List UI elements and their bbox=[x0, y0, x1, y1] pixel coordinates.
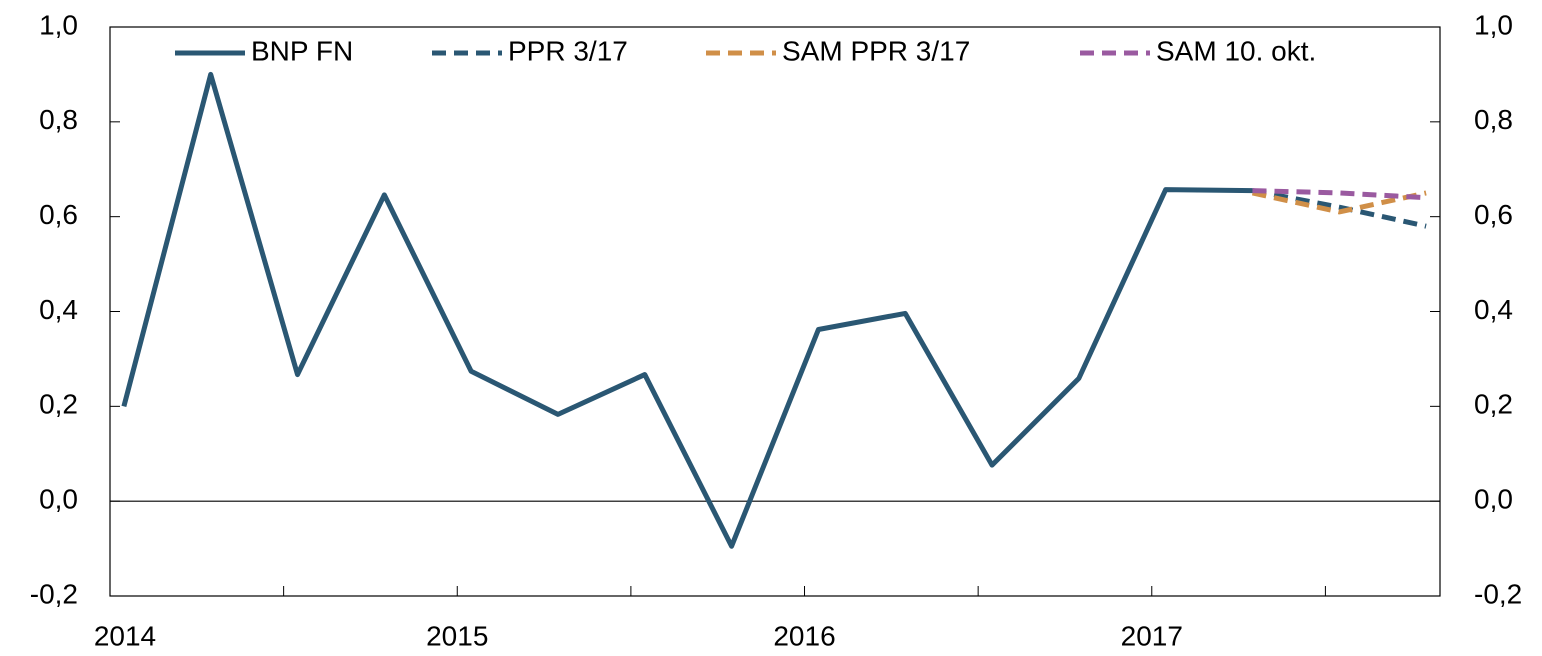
series-line bbox=[121, 71, 1253, 549]
x-tick-label: 2014 bbox=[94, 620, 156, 651]
y2-tick-label: 0,2 bbox=[1474, 389, 1513, 420]
y2-tick-label: 0,0 bbox=[1474, 484, 1513, 515]
series-line bbox=[1252, 188, 1427, 229]
x-tick-label: 2015 bbox=[426, 620, 488, 651]
legend-label: SAM 10. okt. bbox=[1156, 35, 1316, 66]
y-tick-label: 0,2 bbox=[39, 389, 78, 420]
y-tick-label: 0,8 bbox=[39, 104, 78, 135]
y2-tick-label: 1,0 bbox=[1474, 9, 1513, 40]
y2-tick-label: 0,8 bbox=[1474, 104, 1513, 135]
plot-frame bbox=[109, 26, 1441, 597]
y2-tick-label: 0,6 bbox=[1474, 199, 1513, 230]
series-line bbox=[1251, 190, 1427, 215]
legend-label: SAM PPR 3/17 bbox=[782, 35, 970, 66]
y-tick-label: 1,0 bbox=[39, 9, 78, 40]
x-tick-label: 2017 bbox=[1121, 620, 1183, 651]
y-tick-label: 0,4 bbox=[39, 294, 78, 325]
y-tick-label: -0,2 bbox=[30, 578, 78, 609]
y2-tick-label: -0,2 bbox=[1474, 578, 1522, 609]
legend-label: BNP FN bbox=[251, 35, 353, 66]
y2-tick-label: 0,4 bbox=[1474, 294, 1513, 325]
series-line bbox=[1252, 188, 1427, 201]
y-tick-label: 0,0 bbox=[39, 484, 78, 515]
x-tick-label: 2016 bbox=[773, 620, 835, 651]
y-tick-label: 0,6 bbox=[39, 199, 78, 230]
legend-label: PPR 3/17 bbox=[508, 35, 628, 66]
